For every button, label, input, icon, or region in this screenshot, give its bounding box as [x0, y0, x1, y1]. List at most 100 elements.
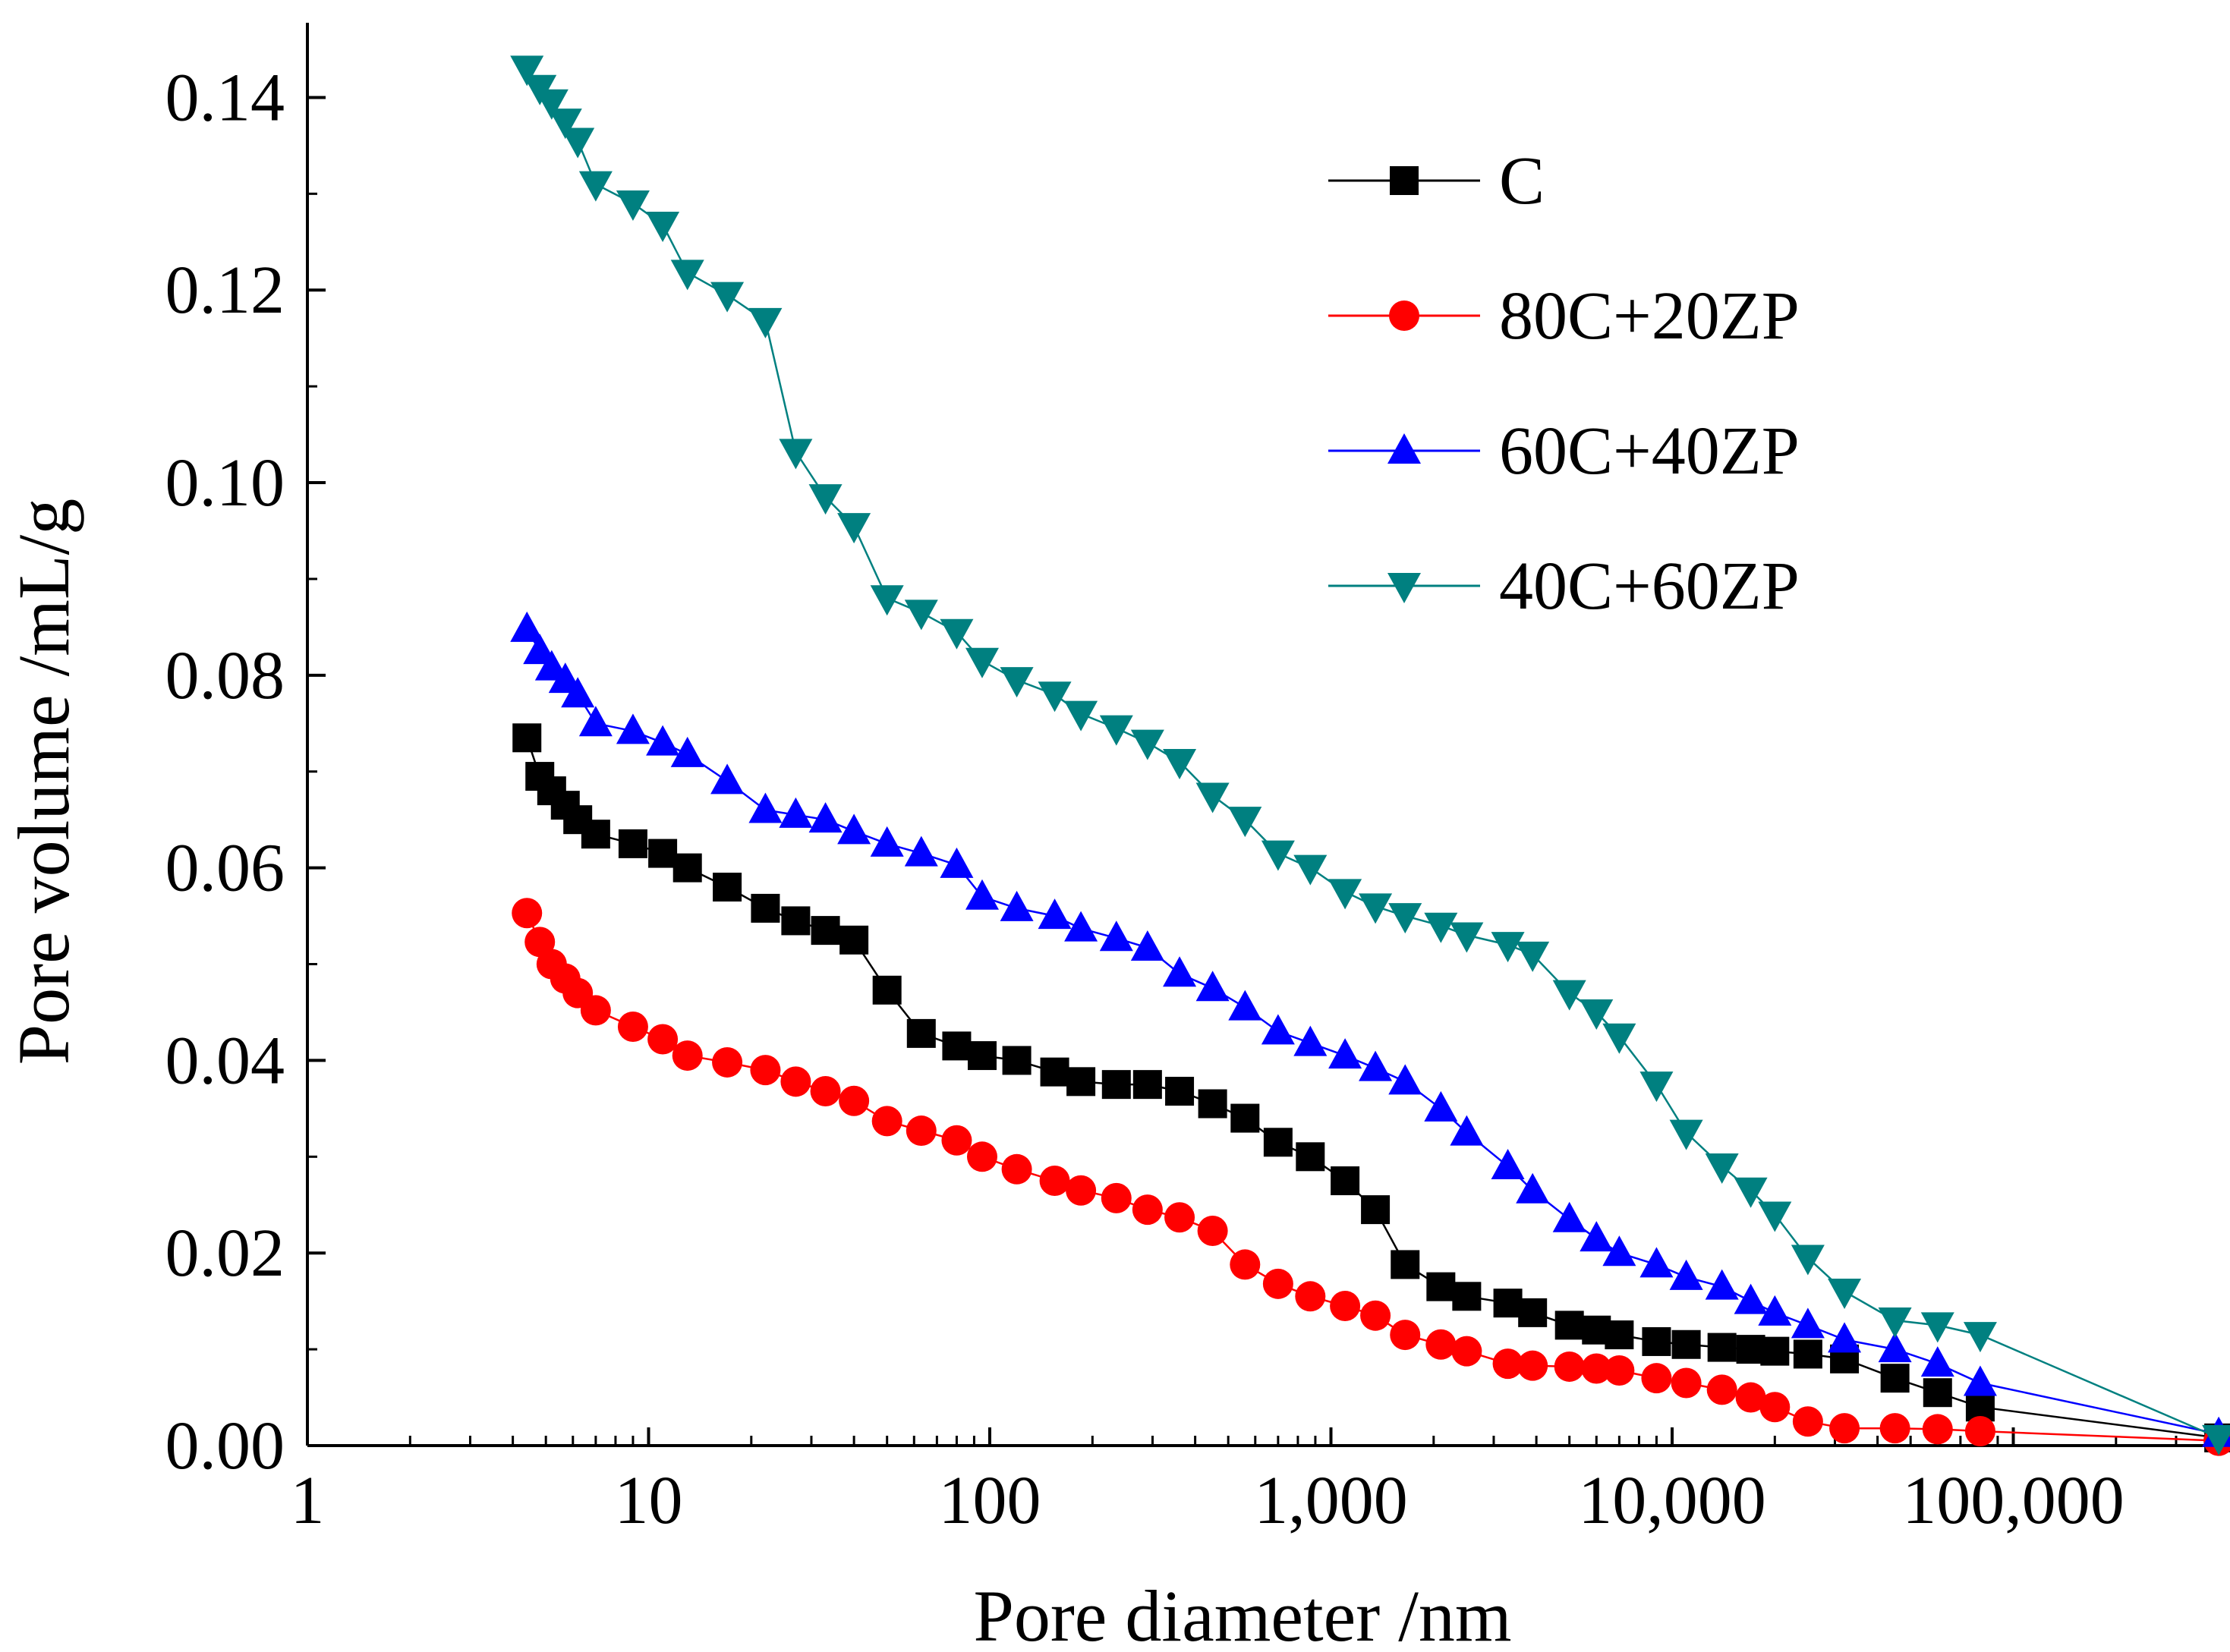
data-point	[2202, 1424, 2230, 1455]
data-point	[580, 995, 611, 1026]
data-point	[1554, 1311, 1584, 1340]
series-80c-20zp	[512, 898, 2230, 1456]
data-point	[1791, 1307, 1825, 1339]
legend-label: C	[1499, 143, 1545, 219]
data-point	[1963, 1365, 1997, 1396]
x-axis-label: Pore diameter /nm	[973, 1575, 1511, 1652]
data-point	[1328, 879, 1362, 910]
data-point	[1641, 1363, 1672, 1394]
legend-item-60c-40zp: 60C+40ZP	[1328, 414, 1800, 489]
data-point	[1450, 1115, 1484, 1146]
y-tick-label: 0.06	[165, 831, 285, 906]
data-point	[512, 723, 542, 753]
data-point	[1391, 1250, 1420, 1279]
data-point	[1099, 715, 1133, 746]
data-point	[1064, 700, 1098, 732]
data-point	[1705, 1153, 1739, 1184]
series-40c-60zp	[510, 55, 2230, 1455]
data-point	[1707, 1333, 1737, 1362]
legend-item-80c-20zp: 80C+20ZP	[1328, 278, 1800, 354]
data-point	[1390, 1320, 1421, 1351]
data-point	[1164, 1202, 1195, 1233]
data-point	[965, 647, 999, 678]
data-point	[1552, 980, 1586, 1011]
chart-series-layer	[510, 55, 2230, 1456]
data-point	[1388, 903, 1422, 934]
data-point	[1132, 1070, 1162, 1100]
data-point	[1130, 729, 1164, 760]
legend-item-c: C	[1328, 143, 1545, 219]
legend-label: 60C+40ZP	[1499, 414, 1800, 489]
data-point	[1518, 1298, 1548, 1327]
data-point	[1705, 1269, 1739, 1300]
data-point	[1922, 1414, 1953, 1445]
legend-item-40c-60zp: 40C+60ZP	[1328, 549, 1800, 624]
data-point	[672, 853, 702, 883]
data-point	[710, 282, 745, 313]
data-point	[1491, 932, 1525, 963]
y-tick-label: 0.02	[165, 1216, 285, 1291]
data-point	[1878, 1332, 1912, 1363]
data-point	[1197, 1216, 1228, 1247]
data-point	[1163, 749, 1197, 780]
data-point	[940, 618, 974, 650]
data-point	[670, 736, 704, 767]
data-point	[1038, 681, 1072, 713]
data-point	[646, 725, 680, 756]
data-point	[965, 879, 999, 910]
y-tick-label: 0.08	[165, 638, 285, 713]
data-point	[839, 925, 869, 955]
data-point	[839, 1085, 870, 1116]
data-point	[870, 585, 904, 616]
data-point	[1451, 1336, 1482, 1367]
data-point	[616, 190, 650, 222]
data-point	[1792, 1406, 1823, 1437]
data-point	[578, 171, 613, 202]
series-c	[512, 723, 2230, 1452]
data-point	[1230, 1103, 1260, 1133]
data-point	[1642, 1326, 1671, 1356]
data-point	[780, 1066, 811, 1097]
data-point	[811, 916, 840, 946]
data-point	[1791, 1245, 1825, 1276]
data-point	[967, 1041, 997, 1071]
data-point	[1639, 1247, 1674, 1278]
legend-label: 80C+20ZP	[1499, 278, 1800, 354]
data-point	[1000, 667, 1034, 698]
data-point	[672, 1040, 703, 1071]
data-point	[1734, 1283, 1768, 1314]
legend-marker	[1387, 573, 1421, 603]
data-point	[646, 211, 680, 242]
data-point	[1880, 1364, 1910, 1393]
data-point	[1331, 1166, 1360, 1196]
data-point	[1552, 1201, 1586, 1232]
data-point	[548, 109, 582, 140]
chart-legend: C 80C+20ZP 60C+40ZP 40C+60ZP	[1328, 143, 1800, 624]
data-point	[1230, 1249, 1261, 1280]
data-point	[872, 975, 902, 1005]
data-point	[1295, 1281, 1326, 1312]
data-point	[779, 439, 813, 470]
data-point	[1101, 1070, 1131, 1100]
data-point	[1263, 1128, 1293, 1157]
data-point	[1261, 840, 1295, 871]
data-point	[618, 829, 647, 858]
data-point	[561, 677, 595, 708]
data-point	[1130, 930, 1164, 961]
data-point	[510, 55, 544, 87]
data-point	[870, 826, 904, 857]
data-point	[1878, 1307, 1912, 1339]
data-point	[1359, 893, 1393, 924]
data-point	[578, 706, 613, 737]
data-point	[1038, 898, 1072, 930]
data-point	[1669, 1119, 1703, 1150]
data-point	[1604, 1355, 1635, 1386]
data-point	[1492, 1348, 1523, 1380]
data-point	[1425, 1329, 1457, 1360]
data-point	[1516, 1172, 1550, 1204]
data-point	[1228, 807, 1262, 838]
data-point	[510, 611, 544, 642]
data-point	[1581, 1353, 1612, 1384]
data-point	[1493, 1289, 1523, 1318]
data-point	[1760, 1336, 1790, 1366]
